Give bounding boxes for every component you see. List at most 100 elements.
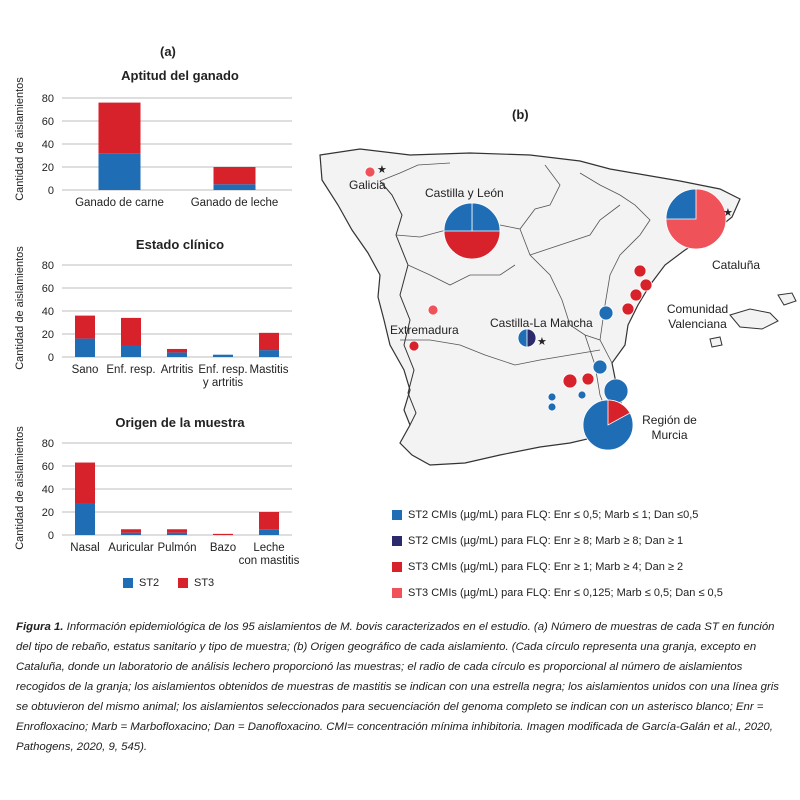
panel-b-label: (b) bbox=[512, 107, 529, 122]
map-legend-label: ST2 CMIs (µg/mL) para FLQ: Enr ≥ 8; Marb… bbox=[408, 535, 684, 547]
bar-st2 bbox=[213, 354, 233, 357]
y-tick-label: 60 bbox=[42, 461, 54, 473]
bar-st2 bbox=[259, 529, 279, 535]
region-galicia: Galicia bbox=[349, 178, 386, 192]
chart-3-ylabel: Cantidad de aislamientos bbox=[14, 426, 26, 550]
x-tick-label: Pulmón bbox=[158, 542, 197, 554]
x-tick-label: Bazo bbox=[210, 542, 236, 554]
x-tick-label: Artritis bbox=[161, 364, 194, 376]
bar-st2 bbox=[75, 338, 95, 357]
chart-1-ylabel: Cantidad de aislamientos bbox=[14, 77, 26, 201]
region-castilla-la-mancha: Castilla-La Mancha bbox=[490, 316, 593, 330]
bar-st3 bbox=[75, 315, 95, 339]
map-legend: ST2 CMIs (µg/mL) para FLQ: Enr ≤ 0,5; Ma… bbox=[392, 502, 723, 606]
chart-2-ylabel: Cantidad de aislamientos bbox=[14, 246, 26, 370]
y-tick-label: 60 bbox=[42, 116, 54, 128]
legend-swatch bbox=[392, 588, 402, 598]
region-extremadura: Extremadura bbox=[390, 323, 459, 337]
region-castilla-leon: Castilla y León bbox=[425, 186, 504, 200]
bar-st3 bbox=[121, 529, 141, 533]
x-tick-label: con mastitis bbox=[239, 555, 300, 567]
y-tick-label: 60 bbox=[42, 283, 54, 295]
region-comunidad-valenciana: Comunidad Valenciana bbox=[666, 302, 729, 331]
spain-map bbox=[319, 148, 797, 466]
star-icon: ★ bbox=[723, 207, 733, 219]
extremadura-farm-2 bbox=[408, 340, 420, 352]
bar-legend-st3: ST3 bbox=[178, 577, 214, 589]
bar-st3 bbox=[98, 102, 141, 154]
chart-2-plot: 0 20 40 60 80 Sano Enf. resp. Artritis Enf. resp… bbox=[42, 260, 292, 389]
map-legend-label: ST3 CMIs (µg/mL) para FLQ: Enr ≥ 1; Marb… bbox=[408, 561, 684, 573]
panel-a-label: (a) bbox=[160, 44, 176, 59]
chart-1-plot: 0 20 40 60 80 Ganado de carne Ganado de leche bbox=[42, 93, 292, 209]
murcia-farm-4 bbox=[577, 390, 587, 400]
x-tick-label: Enf. resp. bbox=[198, 364, 247, 376]
y-tick-label: 80 bbox=[42, 438, 54, 450]
bar-st2 bbox=[121, 345, 141, 357]
murcia-farm-2 bbox=[581, 372, 595, 386]
y-tick-label: 40 bbox=[42, 484, 54, 496]
star-icon: ★ bbox=[537, 336, 547, 348]
map-legend-label: ST3 CMIs (µg/mL) para FLQ: Enr ≤ 0,125; … bbox=[408, 587, 723, 599]
caption-label: Figura 1. bbox=[16, 621, 64, 633]
legend-swatch bbox=[392, 510, 402, 520]
star-icon: ★ bbox=[377, 164, 387, 176]
bar-st2 bbox=[167, 532, 187, 535]
chart-3-plot: 0 20 40 60 80 Nasal Auricular Pulmón Bazo Lecheco… bbox=[42, 438, 300, 567]
murcia-farm-3 bbox=[562, 373, 578, 389]
map-legend-label: ST2 CMIs (µg/mL) para FLQ: Enr ≤ 0,5; Ma… bbox=[408, 509, 699, 521]
bar-st2 bbox=[167, 352, 187, 357]
x-tick-label: Enf. resp. bbox=[106, 364, 155, 376]
x-tick-label: Sano bbox=[72, 364, 99, 376]
x-tick-label: Auricular bbox=[108, 542, 154, 554]
bar-st2 bbox=[98, 153, 141, 190]
y-tick-label: 80 bbox=[42, 260, 54, 272]
bar-st2 bbox=[213, 184, 256, 190]
chart-2-title: Estado clínico bbox=[135, 237, 225, 252]
x-tick-label: y artritis bbox=[203, 377, 244, 389]
galicia-farm bbox=[364, 166, 376, 178]
x-tick-label: Leche bbox=[253, 542, 284, 554]
valencia-farm-1 bbox=[633, 264, 647, 278]
legend-swatch bbox=[392, 536, 402, 546]
bar-st3 bbox=[121, 317, 141, 346]
map-legend-item: ST3 CMIs (µg/mL) para FLQ: Enr ≤ 0,125; … bbox=[392, 580, 723, 606]
extremadura-farm-1 bbox=[427, 304, 439, 316]
st2-swatch bbox=[123, 578, 133, 588]
y-tick-label: 0 bbox=[48, 352, 54, 364]
chart-3-title: Origen de la muestra bbox=[115, 415, 245, 430]
map-legend-item: ST2 CMIs (µg/mL) para FLQ: Enr ≥ 8; Marb… bbox=[392, 528, 723, 554]
region-cataluna: Cataluña bbox=[712, 258, 761, 272]
murcia-farm-5 bbox=[547, 392, 557, 402]
y-tick-label: 40 bbox=[42, 306, 54, 318]
y-tick-label: 20 bbox=[42, 507, 54, 519]
bar-st3 bbox=[213, 167, 256, 185]
bar-st3 bbox=[167, 529, 187, 533]
map-legend-item: ST3 CMIs (µg/mL) para FLQ: Enr ≥ 1; Marb… bbox=[392, 554, 723, 580]
farm-circles bbox=[364, 166, 727, 451]
y-tick-label: 0 bbox=[48, 185, 54, 197]
bar-st3 bbox=[259, 332, 279, 351]
bar-legend-st2-label: ST2 bbox=[139, 577, 160, 589]
x-tick-label: Nasal bbox=[70, 542, 99, 554]
x-tick-label: Ganado de leche bbox=[191, 197, 279, 209]
valencia-farm-4 bbox=[621, 302, 635, 316]
bar-legend-st3-label: ST3 bbox=[194, 577, 215, 589]
map-legend-item: ST2 CMIs (µg/mL) para FLQ: Enr ≤ 0,5; Ma… bbox=[392, 502, 723, 528]
bar-st2 bbox=[75, 503, 95, 535]
y-tick-label: 20 bbox=[42, 329, 54, 341]
valencia-farm-3 bbox=[629, 288, 643, 302]
valencia-farm-2 bbox=[639, 278, 653, 292]
portugal-border bbox=[379, 180, 417, 426]
x-tick-label: Mastitis bbox=[250, 364, 289, 376]
y-tick-label: 20 bbox=[42, 162, 54, 174]
bar-st2 bbox=[259, 350, 279, 357]
murcia-farm-1 bbox=[592, 359, 608, 375]
bar-st3 bbox=[167, 348, 187, 353]
bar-st3 bbox=[259, 512, 279, 530]
region-borders bbox=[379, 162, 651, 426]
x-tick-label: Ganado de carne bbox=[75, 197, 164, 209]
murcia-farm-6 bbox=[547, 402, 557, 412]
bar-st2 bbox=[121, 532, 141, 535]
legend-swatch bbox=[392, 562, 402, 572]
